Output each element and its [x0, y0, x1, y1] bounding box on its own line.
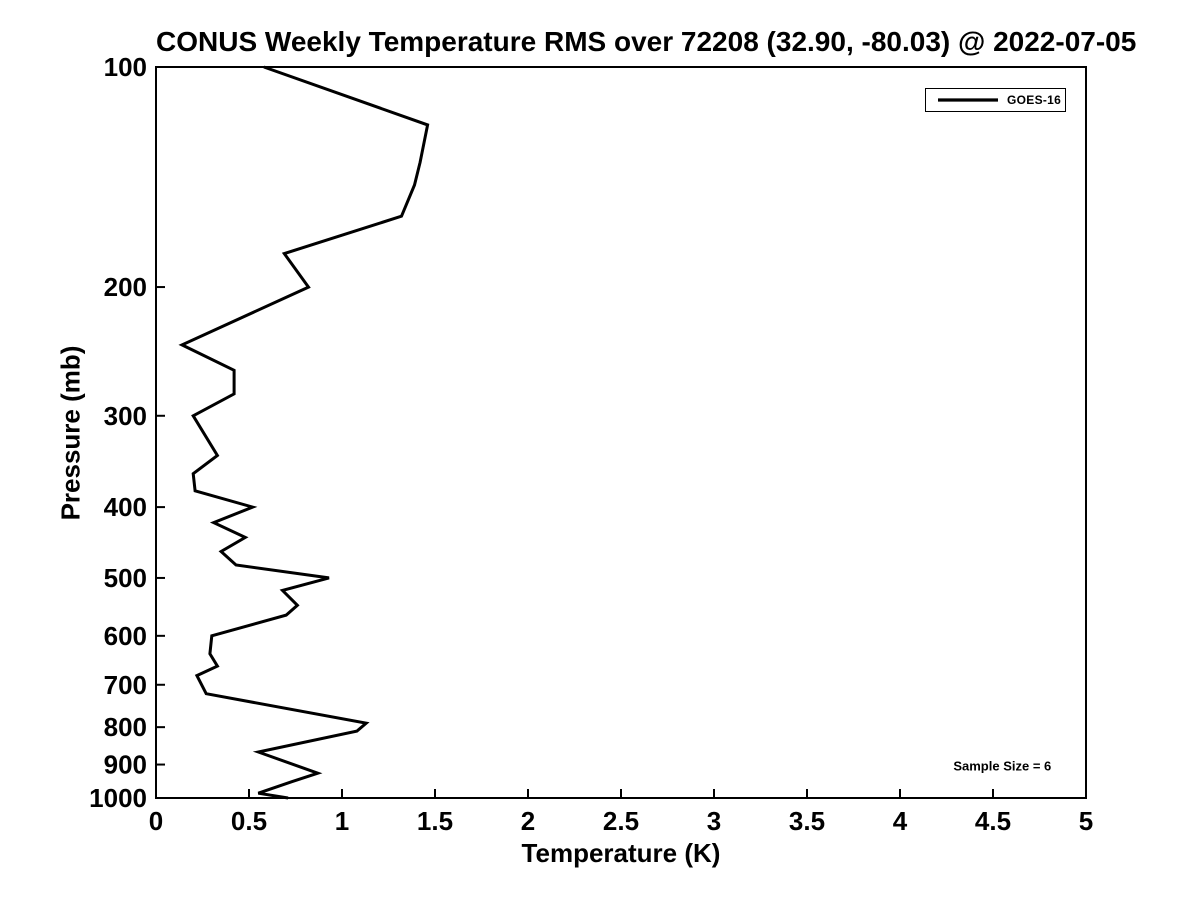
chart-title: CONUS Weekly Temperature RMS over 72208 …	[156, 26, 1137, 57]
x-tick-label: 5	[1079, 806, 1093, 836]
x-tick-label: 0.5	[231, 806, 267, 836]
y-tick-label: 900	[104, 750, 147, 780]
y-tick-label: 500	[104, 563, 147, 593]
y-tick-label: 1000	[89, 783, 147, 813]
y-tick-label: 800	[104, 712, 147, 742]
legend-label: GOES-16	[1007, 93, 1062, 107]
legend: GOES-16	[925, 88, 1066, 112]
x-tick-label: 0	[149, 806, 163, 836]
y-tick-label: 400	[104, 492, 147, 522]
x-tick-label: 4	[893, 806, 908, 836]
x-tick-label: 3	[707, 806, 721, 836]
y-tick-label: 600	[104, 621, 147, 651]
sample-size-annotation: Sample Size = 6	[953, 758, 1052, 774]
y-tick-label: 700	[104, 670, 147, 700]
x-tick-label: 1.5	[417, 806, 453, 836]
data-line-GOES-16	[178, 65, 430, 800]
y-tick-label: 100	[104, 52, 147, 82]
x-tick-label: 2	[521, 806, 535, 836]
x-axis-label: Temperature (K)	[521, 838, 721, 868]
y-axis-label: Pressure (mb)	[55, 345, 86, 521]
x-tick-label: 3.5	[789, 806, 825, 836]
x-tick-label: 2.5	[603, 806, 639, 836]
plot-frame	[155, 66, 1087, 799]
y-tick-label: 200	[104, 272, 147, 302]
x-tick-label: 4.5	[975, 806, 1011, 836]
x-tick-label: 1	[335, 806, 349, 836]
y-tick-label: 300	[104, 401, 147, 431]
legend-line-icon	[938, 98, 998, 102]
